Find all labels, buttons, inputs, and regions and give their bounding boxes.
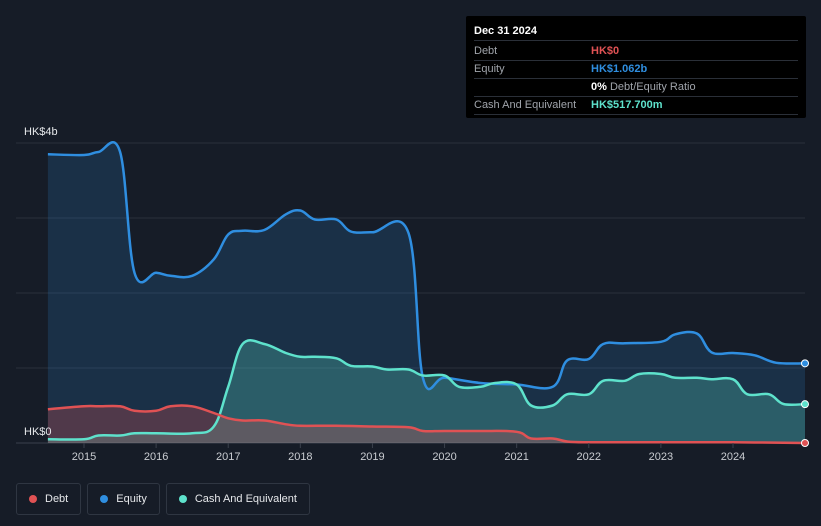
cash-line [47, 338, 806, 441]
tooltip-equity-value: HK$1.062b [591, 63, 648, 75]
equity-end-point [801, 359, 809, 368]
legend-cash-label: Cash And Equivalent [194, 493, 297, 505]
data-tooltip: Dec 31 2024 Debt HK$0 Equity HK$1.062b 0… [466, 16, 806, 118]
x-tick-label-2015: 2015 [72, 451, 96, 463]
debt-line [47, 404, 806, 445]
tooltip-debt-value: HK$0 [591, 45, 620, 57]
x-tick-label-2022: 2022 [577, 451, 601, 463]
y-axis-top-label: HK$4b [24, 126, 58, 138]
tooltip-cash-row: Cash And Equivalent HK$517.700m [474, 97, 798, 115]
legend-item-equity[interactable]: Equity [87, 483, 160, 515]
debt-area [47, 405, 805, 443]
x-axis-ticks: 2015 2016 2017 2018 2019 2020 2021 2022 2023 2024 [72, 443, 745, 463]
equity-dot-icon [100, 495, 109, 503]
chart-lines [47, 141, 806, 445]
tooltip-ratio-row: 0% Debt/Equity Ratio [474, 79, 798, 97]
cash-end-point [801, 400, 809, 409]
x-tick-label-2019: 2019 [360, 451, 384, 463]
cash-dot-icon [178, 495, 187, 503]
y-axis-bottom-label: HK$0 [24, 426, 52, 438]
tooltip-date: Dec 31 2024 [474, 24, 798, 41]
chart-legend: Debt Equity Cash And Equivalent [16, 483, 310, 515]
tooltip-cash-label: Cash And Equivalent [474, 99, 577, 111]
x-tick-label-2016: 2016 [144, 451, 168, 463]
equity-area [47, 142, 805, 444]
x-tick-label-2024: 2024 [721, 451, 745, 463]
tooltip-cash-value: HK$517.700m [591, 99, 663, 111]
legend-item-debt[interactable]: Debt [16, 483, 82, 515]
tooltip-ratio-label: Debt/Equity Ratio [609, 81, 696, 93]
tooltip-ratio-value: 0% [591, 81, 607, 93]
legend-item-cash[interactable]: Cash And Equivalent [165, 483, 310, 515]
cash-area [47, 340, 805, 443]
equity-line [47, 141, 806, 391]
tooltip-equity-label: Equity [474, 63, 505, 75]
legend-debt-label: Debt [45, 493, 69, 505]
debt-dot-icon [29, 495, 37, 503]
x-tick-label-2017: 2017 [216, 451, 240, 463]
debt-end-point [801, 439, 809, 447]
chart-areas [47, 142, 805, 444]
x-tick-label-2020: 2020 [432, 451, 456, 463]
x-tick-label-2021: 2021 [504, 451, 528, 463]
x-tick-label-2023: 2023 [649, 451, 673, 463]
legend-equity-label: Equity [116, 493, 147, 505]
x-tick-label-2018: 2018 [288, 451, 312, 463]
tooltip-debt-label: Debt [474, 45, 498, 57]
series-end-markers [801, 359, 809, 447]
tooltip-equity-row: Equity HK$1.062b [474, 61, 798, 79]
tooltip-debt-row: Debt HK$0 [474, 43, 798, 61]
